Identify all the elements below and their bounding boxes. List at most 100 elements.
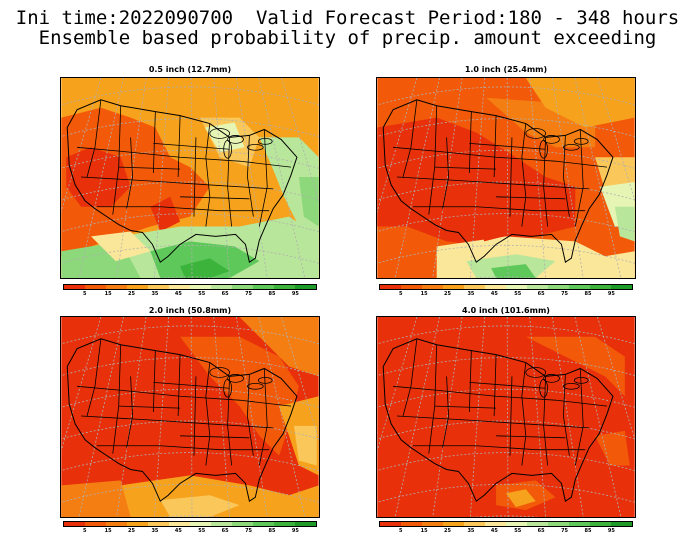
colorbar-label: 85 bbox=[268, 291, 276, 297]
colorbar-swatch bbox=[548, 285, 569, 289]
latitude-gridline bbox=[377, 388, 635, 408]
precip-probability-region bbox=[160, 495, 240, 517]
panel-4-colorbar: 5 15 25 35 45 55 65 75 85 95 bbox=[379, 521, 633, 535]
longitude-gridline bbox=[153, 317, 170, 517]
panel-4-title: 4.0 inch (101.6mm) bbox=[462, 306, 550, 315]
colorbar-swatch bbox=[274, 285, 295, 289]
panel-3-map bbox=[60, 316, 320, 518]
precip-probability-region bbox=[476, 211, 505, 242]
latitude-gridline bbox=[377, 357, 635, 377]
colorbar-swatch bbox=[527, 285, 548, 289]
colorbar-swatch bbox=[422, 285, 443, 289]
state-boundary bbox=[574, 129, 584, 227]
colorbar-label: 45 bbox=[174, 291, 182, 297]
longitude-gridline bbox=[281, 317, 319, 442]
state-boundary bbox=[543, 376, 548, 466]
panel-2-title: 1.0 inch (25.4mm) bbox=[464, 65, 548, 74]
colorbar-swatch bbox=[148, 522, 169, 526]
coastline bbox=[66, 99, 298, 263]
latitude-gridline bbox=[377, 149, 635, 169]
panel-4-map bbox=[376, 316, 636, 518]
great-lake-outline bbox=[209, 128, 230, 139]
colorbar-swatch bbox=[611, 285, 632, 289]
colorbar-label: 15 bbox=[420, 291, 428, 297]
longitude-gridline bbox=[78, 78, 124, 278]
great-lake-outline bbox=[573, 138, 589, 145]
state-boundary bbox=[193, 376, 197, 456]
colorbar-swatch bbox=[127, 522, 148, 526]
great-lake-outline bbox=[247, 143, 264, 151]
latitude-gridline bbox=[61, 388, 319, 408]
longitude-gridline bbox=[469, 78, 486, 278]
great-lake-outline bbox=[563, 143, 580, 151]
precip-probability-region bbox=[298, 177, 319, 227]
state-boundary bbox=[397, 176, 590, 190]
colorbar-swatch bbox=[232, 285, 253, 289]
colorbar-label: 85 bbox=[584, 528, 592, 534]
map-canvas bbox=[377, 78, 635, 278]
precip-probability-region bbox=[180, 258, 230, 278]
state-boundary bbox=[543, 137, 548, 227]
precip-probability-region bbox=[90, 231, 151, 262]
coastline bbox=[66, 338, 298, 502]
great-lake-outline bbox=[539, 139, 548, 159]
colorbar-label: 55 bbox=[514, 528, 522, 534]
colorbar-label: 75 bbox=[245, 528, 253, 534]
state-boundary bbox=[152, 111, 156, 174]
great-lake-outline bbox=[227, 135, 244, 144]
state-boundary bbox=[397, 415, 590, 429]
longitude-gridline bbox=[61, 317, 102, 453]
great-lake-outline bbox=[525, 128, 546, 139]
colorbar-swatch bbox=[295, 522, 316, 526]
colorbar-label: 85 bbox=[584, 291, 592, 297]
state-boundary bbox=[126, 137, 133, 209]
longitude-gridline bbox=[574, 78, 622, 278]
colorbar-label: 15 bbox=[104, 528, 112, 534]
colorbar-label: 75 bbox=[561, 528, 569, 534]
state-boundary bbox=[468, 111, 472, 174]
colorbar-label: 95 bbox=[291, 528, 299, 534]
latitude-gridline bbox=[61, 86, 319, 106]
great-lake-outline bbox=[257, 377, 273, 384]
colorbar-swatch bbox=[548, 522, 569, 526]
state-boundary bbox=[393, 385, 608, 407]
colorbar-swatch bbox=[190, 522, 211, 526]
great-lake-outline bbox=[223, 378, 232, 398]
colorbar-swatch bbox=[569, 285, 590, 289]
latitude-gridline bbox=[61, 357, 319, 377]
state-boundary bbox=[118, 166, 181, 170]
colorbar-swatches bbox=[63, 284, 317, 290]
colorbar-swatch bbox=[527, 522, 548, 526]
panel-3-colorbar: 5 15 25 35 45 55 65 75 85 95 bbox=[63, 521, 317, 535]
state-boundary bbox=[258, 368, 268, 466]
map-canvas bbox=[377, 317, 635, 517]
colorbar-label: 15 bbox=[104, 291, 112, 297]
state-boundary bbox=[258, 129, 268, 227]
precip-probability-region bbox=[180, 336, 299, 456]
colorbar-swatch bbox=[443, 522, 464, 526]
state-boundary bbox=[96, 445, 270, 451]
state-boundary bbox=[509, 137, 513, 217]
colorbar-swatch bbox=[211, 522, 232, 526]
state-boundary bbox=[496, 435, 566, 439]
longitude-gridline bbox=[597, 78, 635, 203]
state-boundary bbox=[153, 142, 230, 150]
panel-1-title: 0.5 inch (12.7mm) bbox=[148, 65, 232, 74]
colorbar-label: 45 bbox=[490, 291, 498, 297]
latitude-gridline bbox=[61, 181, 319, 201]
colorbar-swatch bbox=[295, 285, 316, 289]
figure-title: Ini time:2022090700 Valid Forecast Perio… bbox=[15, 7, 680, 29]
state-boundary bbox=[86, 338, 102, 417]
latitude-gridline bbox=[61, 245, 319, 264]
colorbar-label: 5 bbox=[398, 528, 403, 534]
map-canvas bbox=[61, 317, 319, 517]
state-boundary bbox=[177, 115, 181, 178]
colorbar-swatch bbox=[169, 285, 190, 289]
state-boundary bbox=[77, 385, 292, 407]
colorbar-label: 95 bbox=[607, 528, 615, 534]
great-lake-outline bbox=[227, 374, 244, 383]
longitude-gridline bbox=[394, 78, 440, 278]
colorbar-label: 35 bbox=[151, 528, 159, 534]
colorbar-swatch bbox=[401, 285, 422, 289]
state-boundary bbox=[412, 206, 586, 212]
